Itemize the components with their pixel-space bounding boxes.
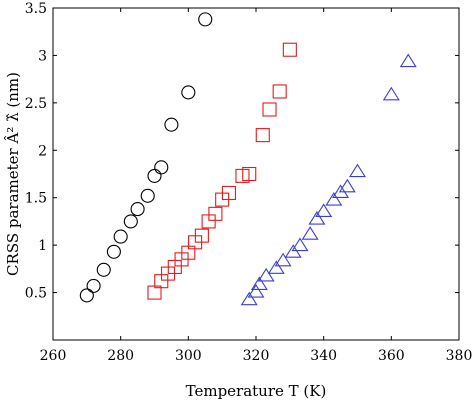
x-tick-label: 300 bbox=[175, 348, 202, 364]
data-point-circle bbox=[123, 214, 138, 229]
data-point-square bbox=[282, 42, 297, 57]
data-point-triangle bbox=[315, 203, 333, 217]
x-tick-label: 320 bbox=[243, 348, 270, 364]
data-point-triangle bbox=[338, 178, 356, 193]
y-tick-label: 2 bbox=[38, 143, 47, 159]
data-point-triangle bbox=[257, 267, 275, 282]
data-point-square bbox=[242, 166, 257, 182]
data-point-triangle bbox=[250, 276, 268, 291]
data-point-circle bbox=[96, 262, 111, 277]
data-point-circle bbox=[181, 85, 196, 100]
series-circle-group bbox=[79, 12, 213, 303]
y-tick-label: 1.5 bbox=[25, 191, 47, 207]
data-point-circle bbox=[79, 288, 94, 303]
x-tick-label: 360 bbox=[378, 348, 405, 364]
data-point-triangle bbox=[301, 226, 319, 240]
data-point-triangle bbox=[308, 210, 326, 225]
data-point-circle bbox=[198, 12, 213, 27]
x-axis-label: Temperature T (K) bbox=[186, 382, 327, 400]
data-point-triangle bbox=[284, 244, 302, 258]
data-point-square bbox=[272, 84, 287, 99]
x-tick-label: 260 bbox=[40, 348, 67, 364]
series-triangle-group bbox=[240, 53, 417, 306]
x-tick-label: 280 bbox=[107, 348, 134, 364]
data-point-triangle bbox=[267, 260, 285, 274]
data-marks bbox=[79, 12, 417, 306]
data-point-circle bbox=[140, 188, 155, 203]
data-point-circle bbox=[113, 229, 128, 244]
data-point-square bbox=[194, 228, 209, 243]
y-tick-label: 3 bbox=[38, 48, 47, 64]
data-point-square bbox=[255, 128, 270, 143]
data-point-triangle bbox=[325, 192, 343, 206]
x-tick-label: 380 bbox=[446, 348, 473, 364]
data-point-triangle bbox=[349, 163, 366, 178]
data-point-triangle bbox=[274, 252, 292, 267]
data-point-triangle bbox=[399, 53, 417, 68]
y-axis-label: CRSS parameter Â² λ̂ (nm) bbox=[4, 72, 22, 276]
axis-ticks: 260 280 300 320 340 360 380 0.5 1 1.5 2 2.5 3 3.5 bbox=[25, 1, 473, 364]
data-point-circle bbox=[86, 278, 101, 293]
data-point-square bbox=[262, 102, 277, 117]
data-point-triangle bbox=[240, 291, 258, 306]
data-point-square bbox=[208, 206, 223, 221]
data-point-circle bbox=[154, 160, 169, 175]
y-tick-label: 3.5 bbox=[25, 1, 47, 17]
data-point-triangle bbox=[247, 284, 265, 298]
y-tick-label: 2.5 bbox=[25, 96, 47, 112]
data-point-circle bbox=[106, 244, 121, 259]
data-point-square bbox=[221, 185, 236, 201]
data-point-triangle bbox=[382, 86, 400, 101]
data-point-circle bbox=[164, 117, 179, 132]
y-tick-label: 1 bbox=[38, 238, 47, 254]
data-point-triangle bbox=[291, 237, 309, 252]
series-square-group bbox=[147, 42, 297, 300]
x-tick-label: 340 bbox=[310, 348, 337, 364]
data-point-circle bbox=[130, 202, 145, 217]
y-tick-label: 0.5 bbox=[25, 286, 47, 302]
data-point-circle bbox=[147, 168, 162, 183]
